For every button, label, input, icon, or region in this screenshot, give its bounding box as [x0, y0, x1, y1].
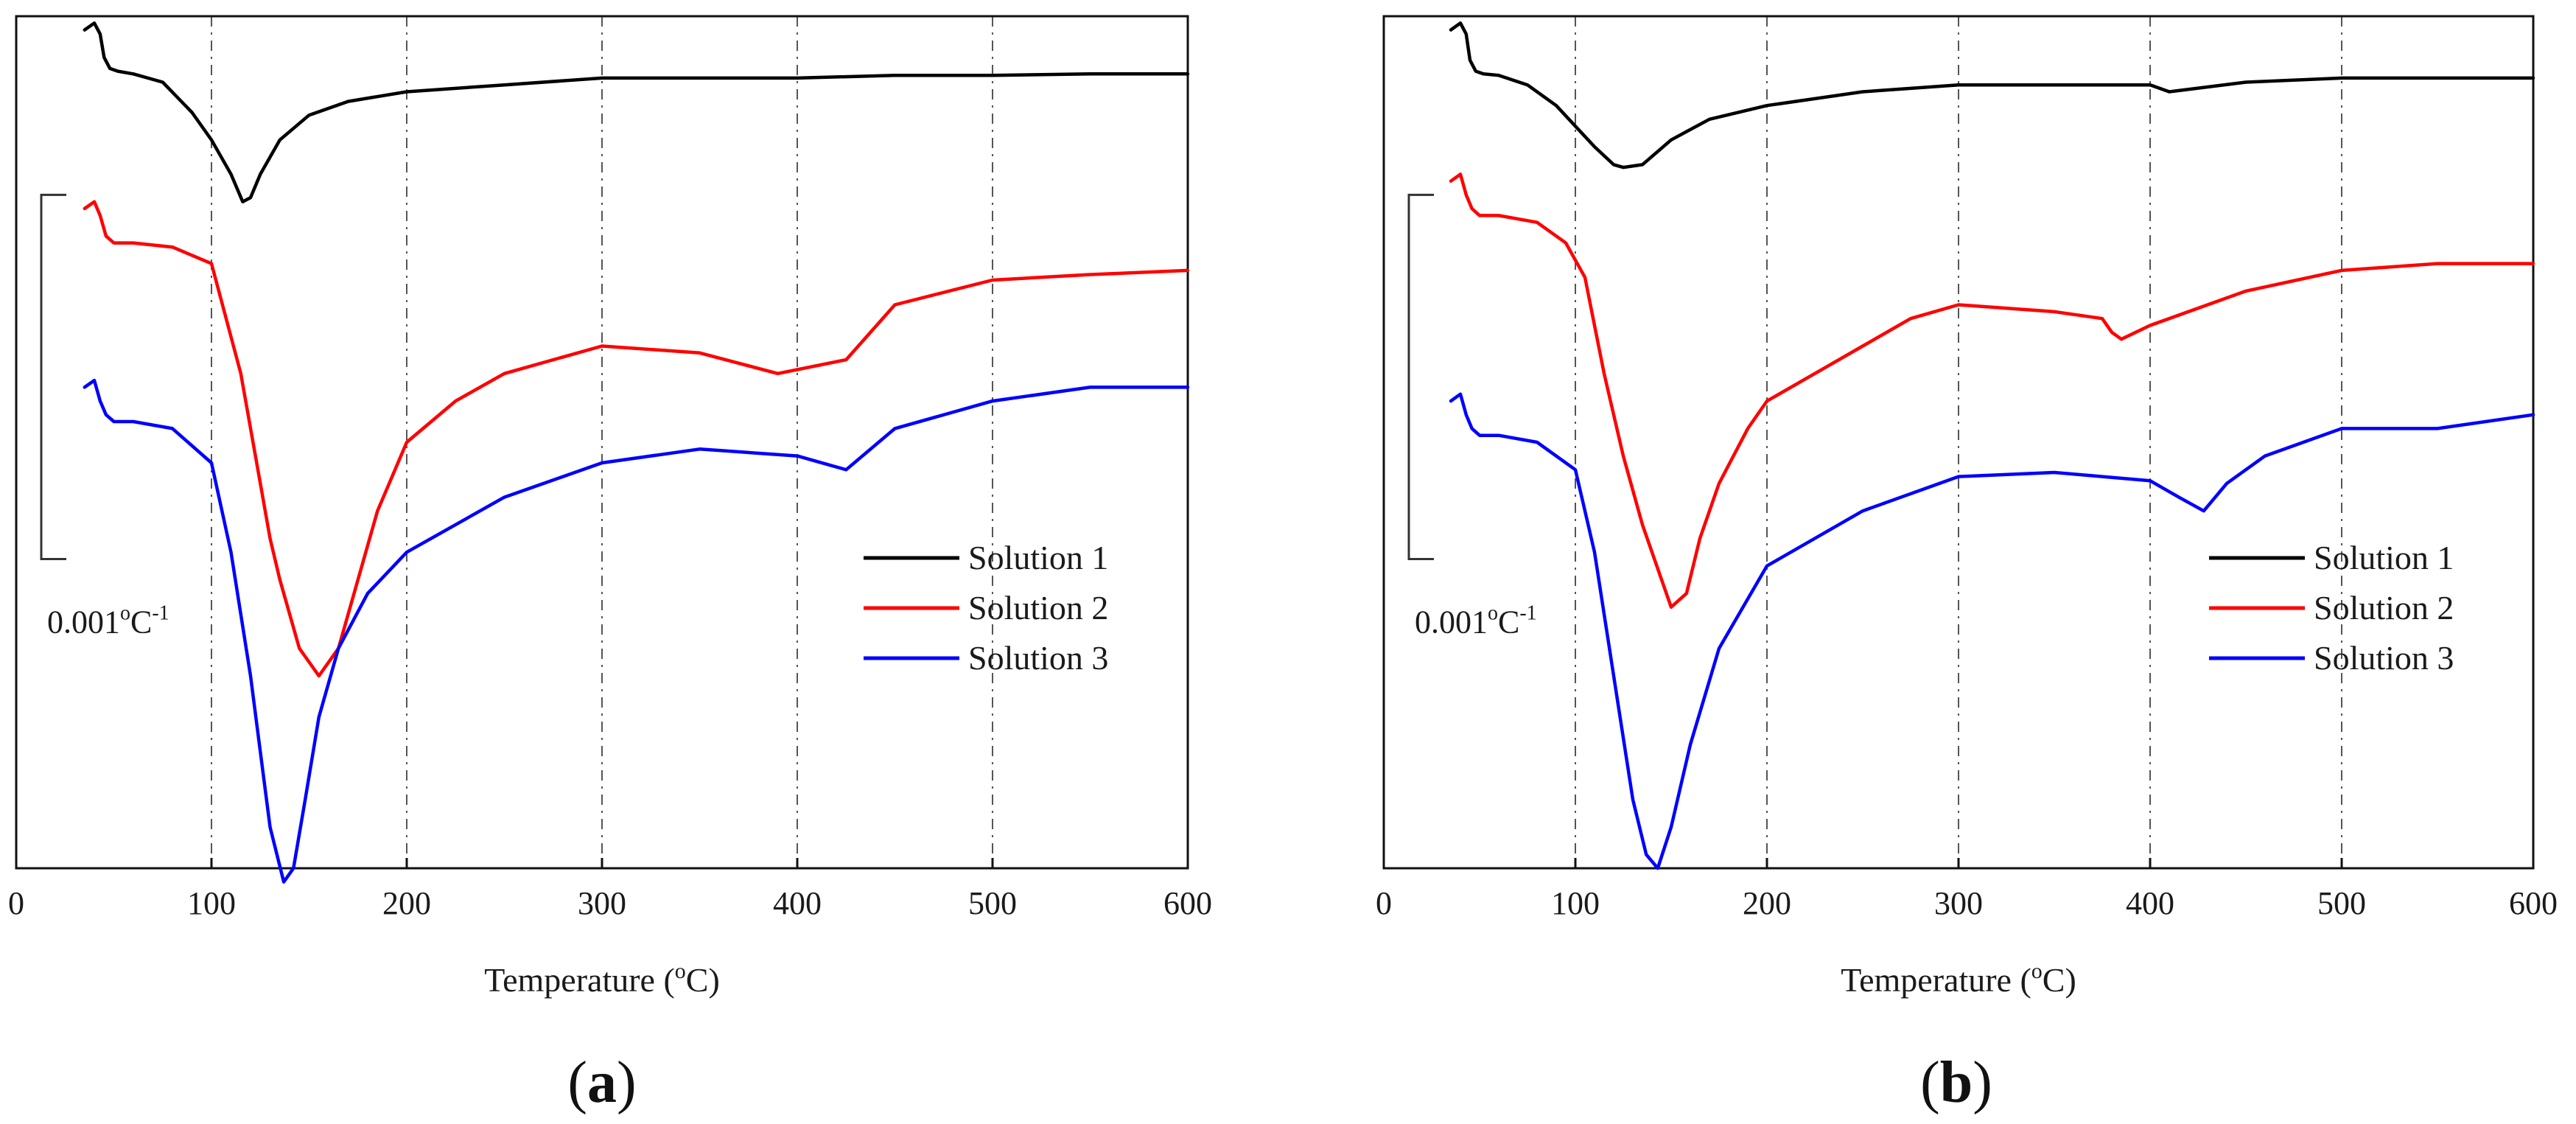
- chart-panel-a: 0 100 200 300 400 500 600 Temperature (oC) 0.001…: [8, 15, 1212, 1115]
- series-line-2: [1449, 172, 2535, 609]
- scale-bar: [40, 193, 66, 560]
- x-tick-label: 600: [1163, 885, 1212, 921]
- panel-label: (b): [1920, 1050, 1992, 1115]
- x-axis-title: Temperature (oC): [1841, 959, 2076, 999]
- scale-bar-label: 0.001oC-1: [1415, 601, 1537, 640]
- x-tick-label: 300: [578, 885, 626, 921]
- x-tick-label: 400: [773, 885, 822, 921]
- x-tick-label: 100: [1551, 885, 1600, 921]
- series-line-3: [83, 378, 1190, 884]
- legend-label: Solution 2: [968, 589, 1108, 626]
- legend-label: Solution 3: [968, 639, 1108, 677]
- scale-bar-label: 0.001oC-1: [47, 601, 169, 640]
- legend-label: Solution 3: [2314, 639, 2454, 677]
- series-line-1: [83, 21, 1190, 203]
- x-tick-label: 500: [968, 885, 1017, 921]
- x-tick-label: 0: [8, 885, 24, 921]
- scale-bar: [1407, 193, 1434, 560]
- chart-panel-b: 0 100 200 300 400 500 600 Temperature (oC) 0.001…: [1376, 15, 2558, 1115]
- series-line-3: [1449, 392, 2535, 870]
- panel-label: (a): [567, 1050, 636, 1115]
- x-axis-title: Temperature (oC): [484, 959, 720, 999]
- x-tick-label: 600: [2509, 885, 2558, 921]
- legend-label: Solution 2: [2314, 589, 2454, 626]
- x-tick-label: 500: [2317, 885, 2366, 921]
- x-tick-label: 200: [1743, 885, 1791, 921]
- x-tick-label: 0: [1376, 885, 1392, 921]
- x-tick-label: 400: [2126, 885, 2174, 921]
- series-line-2: [83, 200, 1190, 678]
- x-tick-label: 300: [1934, 885, 1983, 921]
- legend-label: Solution 1: [968, 539, 1108, 576]
- legend-label: Solution 1: [2314, 539, 2454, 576]
- x-tick-label: 200: [382, 885, 431, 921]
- x-tick-label: 100: [187, 885, 236, 921]
- series-line-1: [1449, 21, 2535, 170]
